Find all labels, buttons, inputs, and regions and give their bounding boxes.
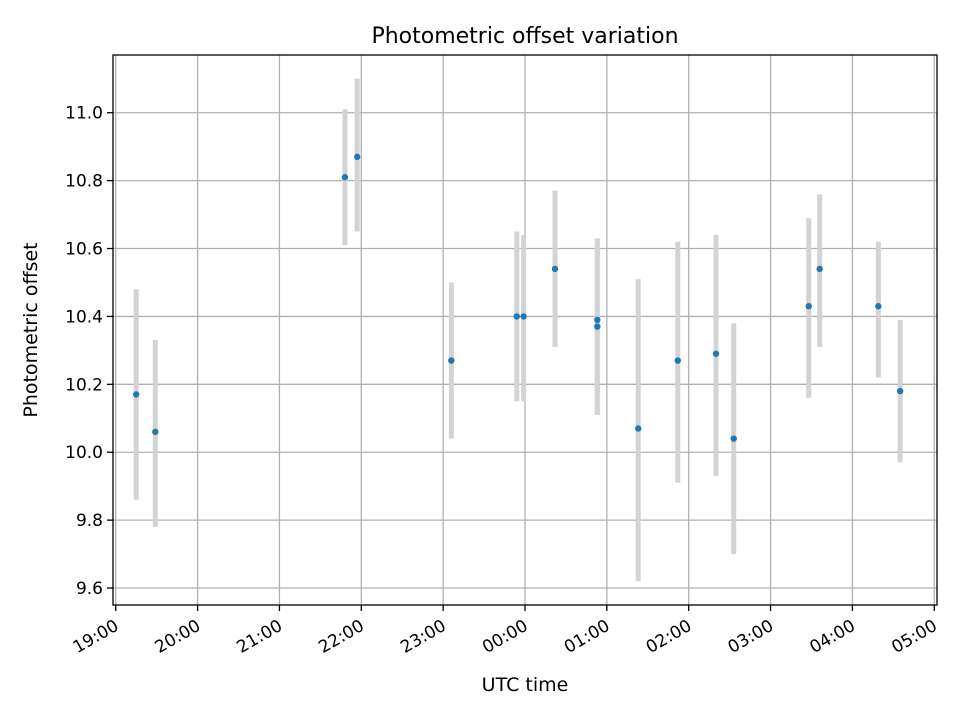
x-tick-label: 23:00 <box>397 616 449 658</box>
y-tick-label: 10.2 <box>65 375 103 395</box>
data-point <box>712 350 720 357</box>
data-point <box>635 425 642 432</box>
x-axis-label: UTC time <box>482 674 569 696</box>
y-tick-label: 9.8 <box>76 511 103 531</box>
data-point <box>805 303 812 310</box>
y-axis-label: Photometric offset <box>20 242 42 417</box>
x-tick-label: 21:00 <box>234 616 286 658</box>
data-point <box>353 153 361 161</box>
data-point <box>448 357 455 364</box>
y-tick-label: 10.8 <box>65 172 103 192</box>
data-points <box>132 153 904 442</box>
x-tick-label: 05:00 <box>888 616 940 658</box>
data-point <box>594 316 601 324</box>
data-point <box>152 428 159 436</box>
data-point <box>132 391 140 398</box>
error-bars <box>133 78 903 582</box>
y-tick-label: 11.0 <box>65 104 103 124</box>
data-point <box>513 313 521 320</box>
chart-title: Photometric offset variation <box>371 24 678 49</box>
x-tick-label: 19:00 <box>70 616 122 658</box>
y-tick-label: 10.4 <box>65 307 103 327</box>
x-tick-label: 00:00 <box>479 616 531 658</box>
x-tick-label: 01:00 <box>561 616 613 658</box>
data-point <box>816 265 823 273</box>
data-point <box>674 357 681 364</box>
y-tick-label: 9.6 <box>76 579 103 599</box>
data-point <box>896 387 904 395</box>
data-point <box>341 174 349 181</box>
x-tick-label: 04:00 <box>806 616 858 658</box>
data-point <box>551 265 559 273</box>
data-point <box>875 303 882 310</box>
x-tick-label: 20:00 <box>152 616 204 658</box>
x-tick-label: 03:00 <box>725 616 777 658</box>
data-point <box>730 435 737 442</box>
x-tick-label: 02:00 <box>643 616 695 658</box>
data-point <box>520 313 527 320</box>
data-point <box>594 323 601 330</box>
y-tick-label: 10.0 <box>65 443 103 463</box>
y-tick-label: 10.6 <box>65 240 103 260</box>
x-tick-label: 22:00 <box>315 616 367 658</box>
